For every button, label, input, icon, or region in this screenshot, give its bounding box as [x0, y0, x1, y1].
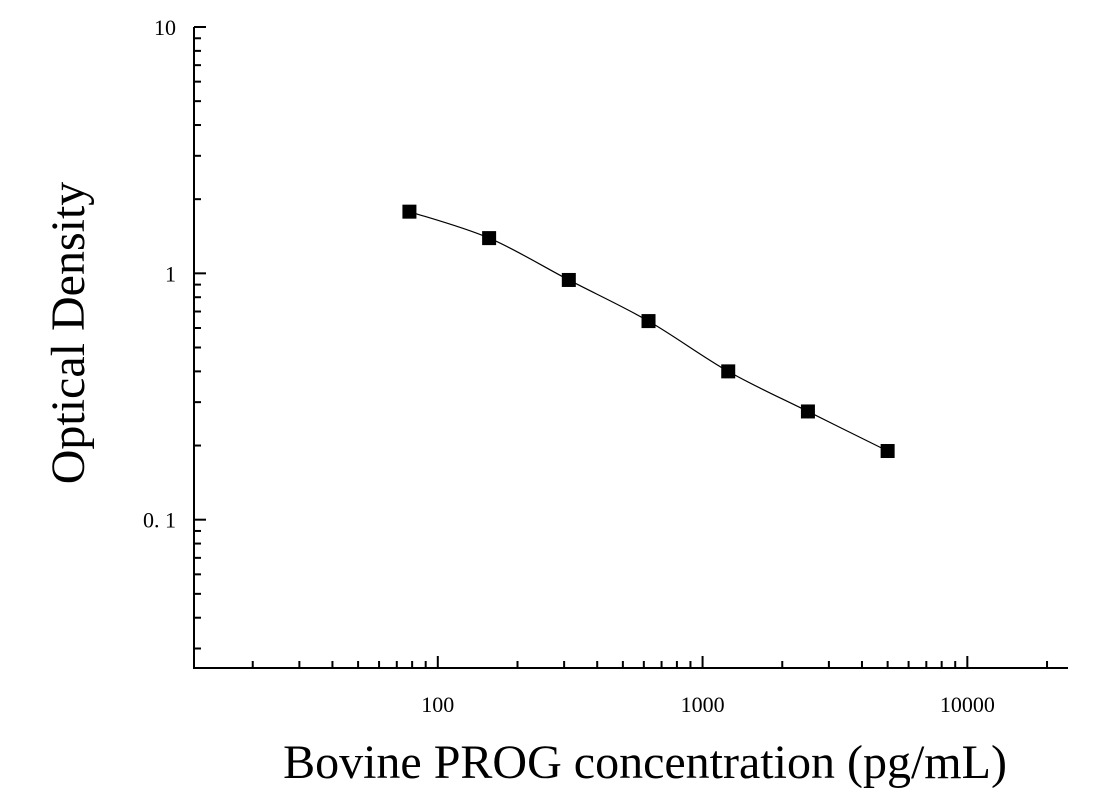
x-tick-label: 1000 [681, 692, 725, 717]
x-axis-title: Bovine PROG concentration (pg/mL) [283, 736, 1007, 789]
y-tick-label: 0. 1 [143, 508, 176, 533]
data-point [880, 444, 895, 459]
fit-curve [409, 211, 888, 452]
data-point [641, 314, 656, 329]
x-tick-label: 10000 [940, 692, 995, 717]
data-points [402, 204, 895, 459]
data-point [482, 231, 497, 246]
y-tick-label: 10 [154, 15, 176, 40]
data-point [402, 204, 417, 219]
y-axis-title: Optical Density [42, 182, 95, 485]
y-tick-label: 1 [165, 261, 176, 286]
tick-labels: 100 1000 10000 0. 1 1 10 [143, 15, 995, 717]
data-point [800, 404, 815, 419]
ticks [194, 26, 1049, 668]
x-tick-label: 100 [421, 692, 454, 717]
axes [193, 27, 1068, 669]
data-point [561, 272, 576, 287]
data-point [721, 364, 736, 379]
